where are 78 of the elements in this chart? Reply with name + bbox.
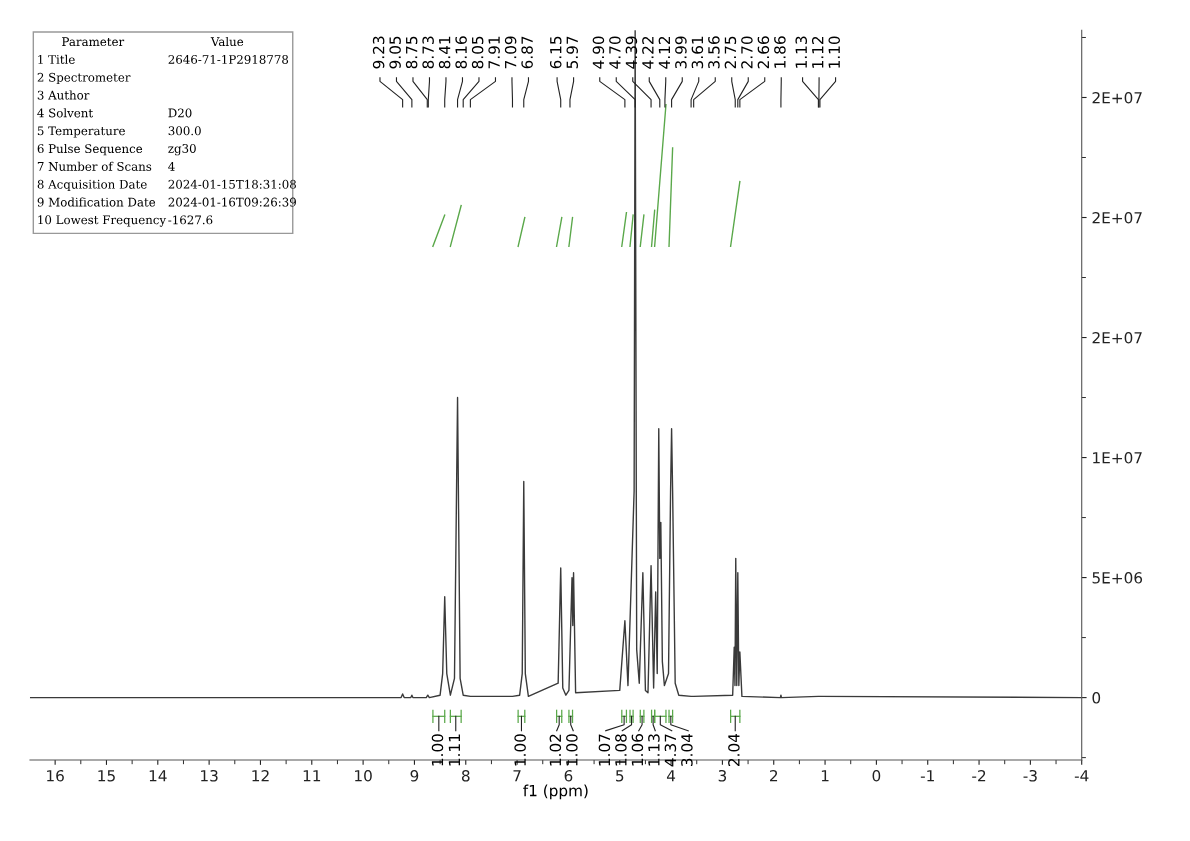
x-tick-label: 2 bbox=[770, 770, 778, 782]
annotation: 8.05 bbox=[471, 36, 484, 69]
x-tick-label: 1 bbox=[821, 770, 829, 782]
annotation: 4.90 bbox=[592, 36, 605, 69]
x-tick-label: 7 bbox=[513, 770, 521, 782]
y-tick-label: 2E+07 bbox=[1092, 211, 1142, 224]
annotation: 1.10 bbox=[828, 36, 841, 68]
annotation: 3.61 bbox=[691, 36, 704, 69]
annotation: 4.37 bbox=[664, 734, 677, 767]
x-tick-label: 9 bbox=[410, 770, 419, 782]
y-tick-label: 5E+06 bbox=[1092, 572, 1143, 584]
annotation: 4.12 bbox=[658, 36, 670, 69]
text: Parameter Value bbox=[62, 36, 244, 47]
x-tick-label: -2 bbox=[972, 770, 986, 782]
y-tick-label: 2E+07 bbox=[1092, 332, 1142, 344]
x-tick-label: -4 bbox=[1074, 770, 1089, 782]
x-tick-label: 0 bbox=[872, 770, 881, 782]
annotation: 5.97 bbox=[566, 36, 579, 69]
x-tick-label: 8 bbox=[461, 770, 470, 782]
y-tick-label: 1E+07 bbox=[1093, 452, 1142, 464]
x-tick-label: 13 bbox=[201, 770, 218, 782]
x-tick-label: 12 bbox=[252, 770, 269, 782]
annotation: 1.06 bbox=[631, 734, 644, 766]
x-tick-label: 3 bbox=[718, 770, 727, 782]
text: 7 Number of Scans 4 bbox=[37, 161, 175, 171]
annotation: 1.07 bbox=[598, 734, 611, 766]
annotation: 2 Spectrometer bbox=[37, 72, 131, 85]
annotation: 1.00 bbox=[566, 734, 578, 766]
x-tick-label: 4 bbox=[666, 770, 676, 782]
annotation: 9.05 bbox=[389, 36, 401, 69]
annotation: 1.86 bbox=[774, 36, 786, 68]
annotation: 7.09 bbox=[504, 36, 517, 69]
annotation: 6.15 bbox=[549, 36, 562, 69]
x-tick-label: 6 bbox=[564, 770, 573, 782]
annotation: 3.56 bbox=[708, 36, 720, 69]
annotation: 8.16 bbox=[455, 36, 467, 69]
annotation: 7.91 bbox=[488, 36, 500, 69]
annotation: 3 Author bbox=[37, 90, 90, 100]
annotation: 9 Modification Date 2024-01-16T09:26:39 bbox=[37, 197, 296, 207]
annotation: 9.23 bbox=[372, 36, 385, 69]
annotation: 1.13 bbox=[795, 36, 808, 68]
annotation: 1.11 bbox=[448, 734, 460, 766]
text: 1 Title 2646-71-1P2918778 bbox=[38, 54, 289, 64]
y-tick-label: 2E+07 bbox=[1092, 91, 1142, 104]
annotation: 8.75 bbox=[405, 36, 418, 69]
y-tick-label: 0 bbox=[1092, 692, 1101, 704]
annotation: 1.02 bbox=[549, 734, 562, 766]
x-tick-label: 11 bbox=[303, 770, 321, 782]
annotation: 8.41 bbox=[438, 36, 451, 69]
x-tick-label: 5 bbox=[616, 770, 624, 782]
annotation: 3.99 bbox=[675, 36, 687, 69]
annotation: 4.70 bbox=[609, 36, 621, 69]
annotation: 1.08 bbox=[615, 734, 627, 766]
x-axis-title: f1 (ppm) bbox=[523, 784, 588, 800]
x-tick-label: 15 bbox=[98, 770, 115, 782]
text: 4 Solvent D20 bbox=[37, 108, 192, 118]
x-tick-label: -1 bbox=[920, 770, 934, 782]
annotation: 1.13 bbox=[648, 734, 660, 766]
annotation: 10 Lowest Frequency -1627.6 bbox=[38, 215, 213, 227]
annotation: 1.12 bbox=[811, 36, 824, 68]
annotation: 6.87 bbox=[521, 36, 533, 69]
annotation: 2.04 bbox=[728, 733, 740, 767]
annotation: 2.75 bbox=[724, 36, 737, 69]
annotation: 4.22 bbox=[642, 36, 654, 69]
x-tick-label: 10 bbox=[355, 770, 372, 782]
annotation: 1.00 bbox=[514, 734, 526, 766]
annotation: 1.00 bbox=[431, 734, 444, 766]
x-tick-label: 14 bbox=[149, 770, 167, 782]
x-tick-label: 16 bbox=[47, 770, 64, 782]
text: 6 Pulse Sequence zg30 bbox=[37, 143, 196, 156]
annotation: 2.70 bbox=[741, 36, 753, 69]
annotation: 4.39 bbox=[625, 36, 638, 69]
annotation: 8.73 bbox=[422, 36, 434, 69]
x-tick-label: -3 bbox=[1023, 770, 1037, 782]
annotation: 3.04 bbox=[681, 733, 693, 766]
annotation: 2.66 bbox=[757, 36, 770, 69]
text: 5 Temperature 300.0 bbox=[37, 126, 201, 138]
text: 8 Acquisition Date 2024-01-15T18:31:08 bbox=[37, 179, 296, 191]
